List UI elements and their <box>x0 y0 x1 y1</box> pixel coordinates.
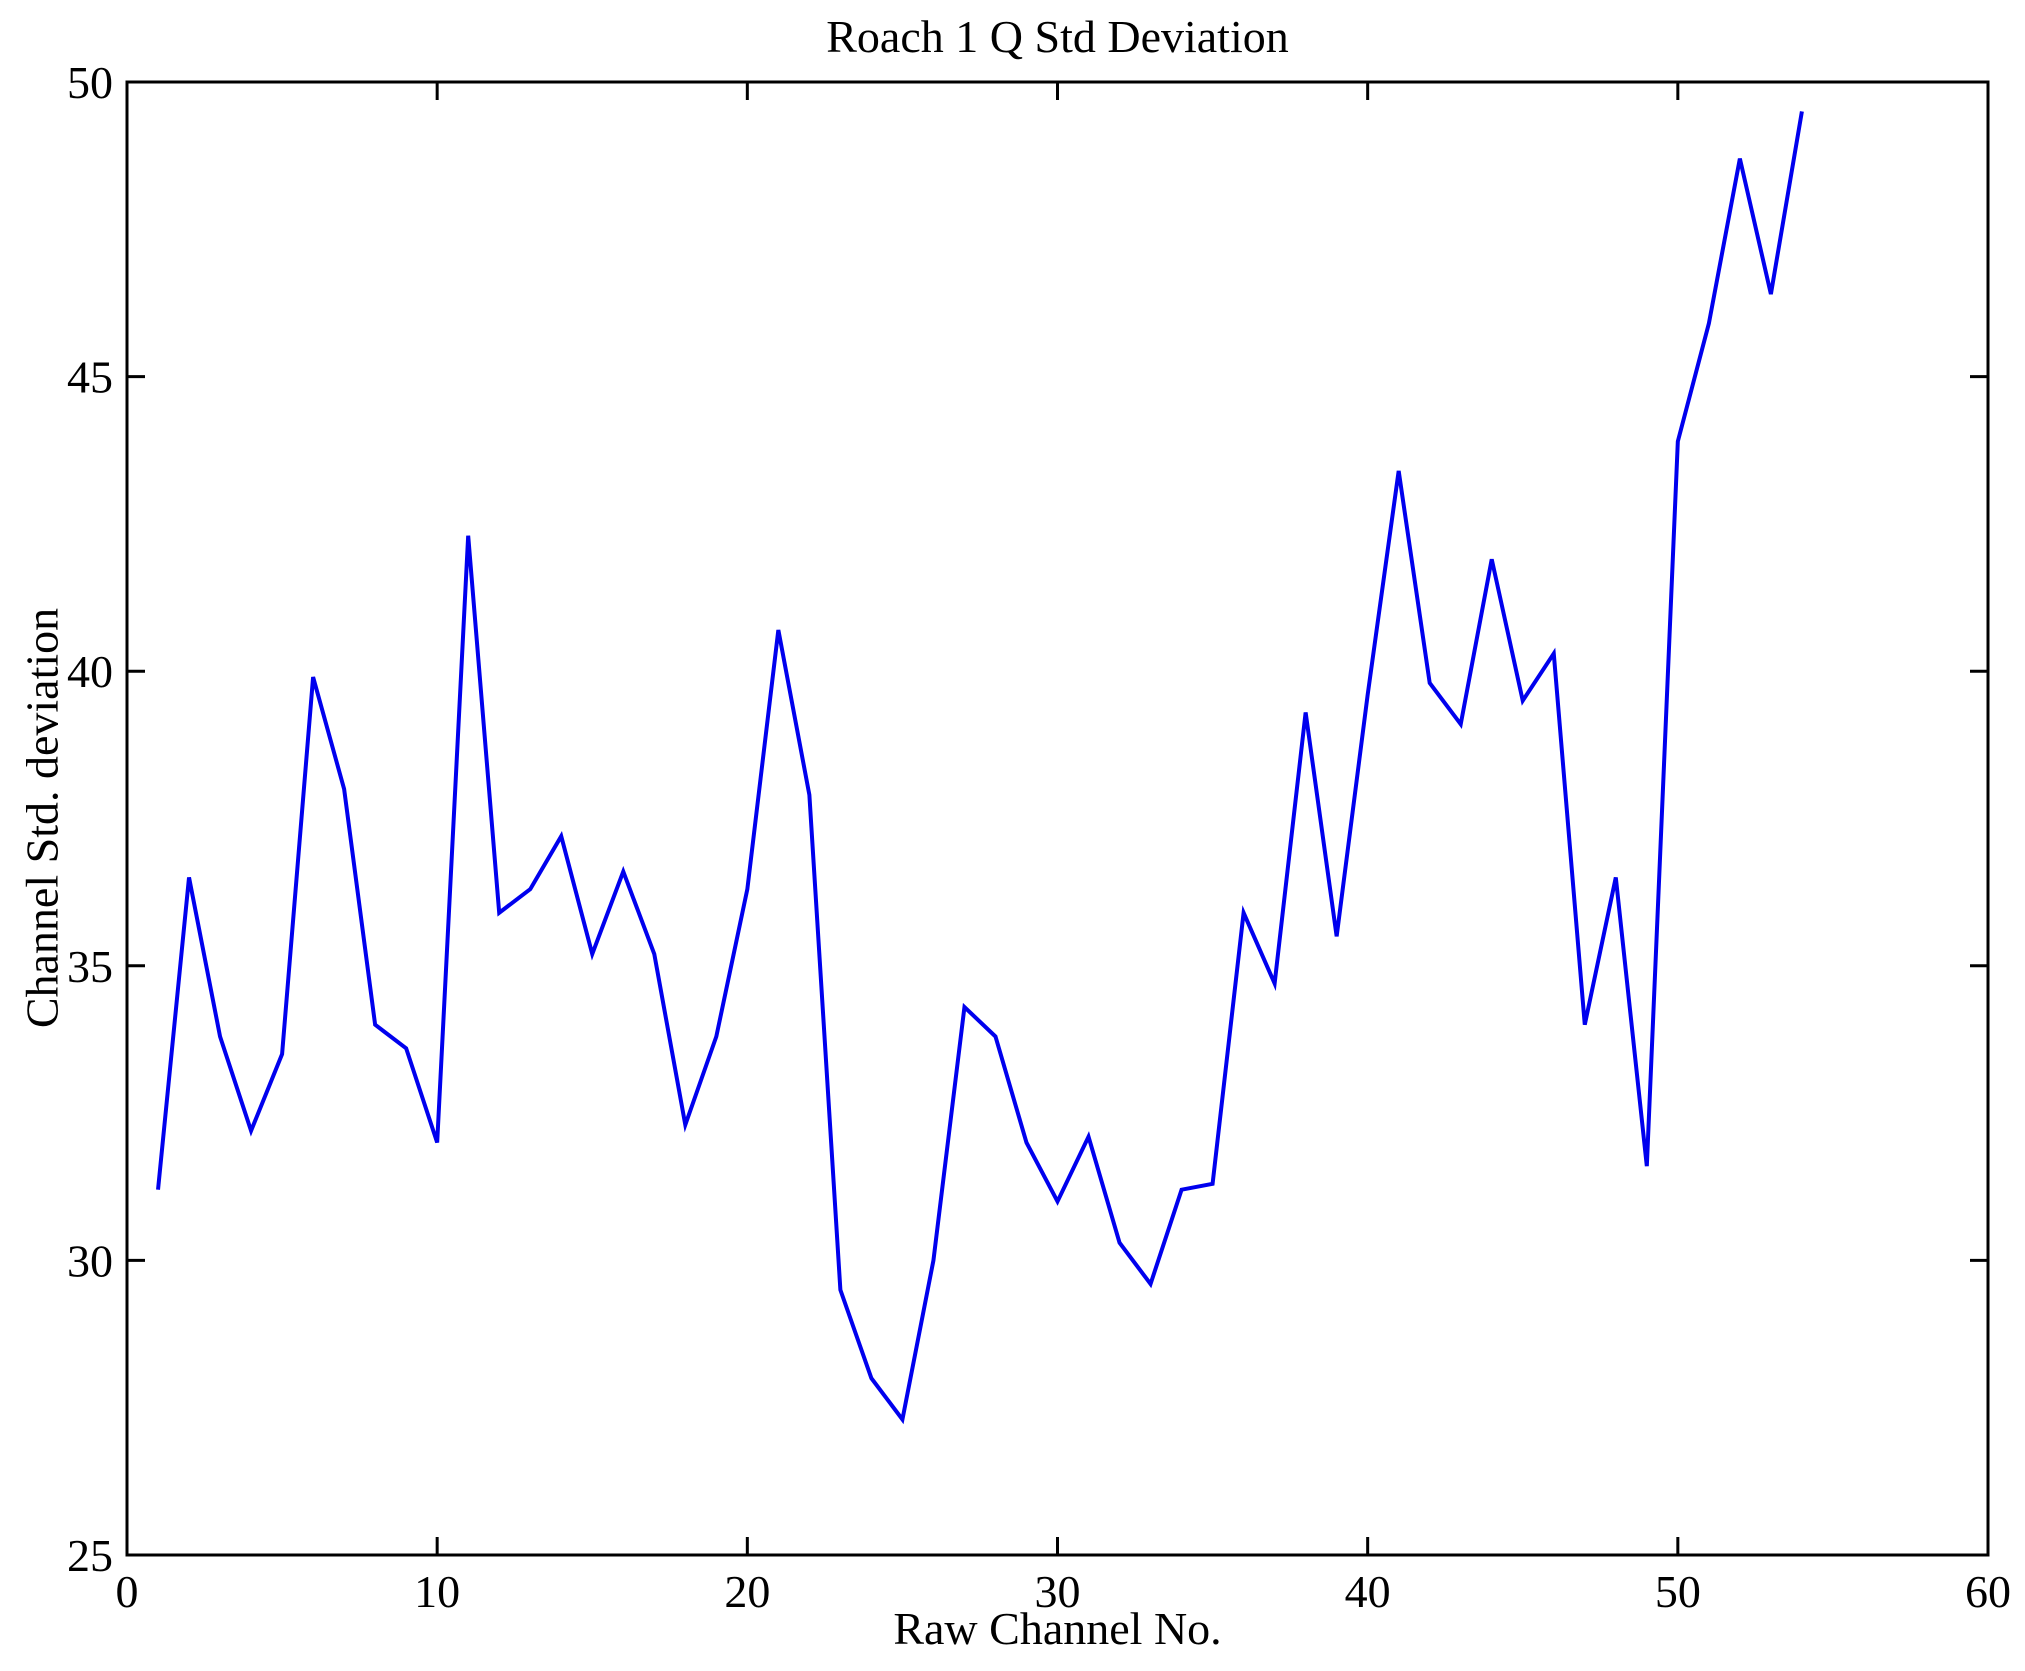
y-tick-label: 35 <box>67 941 113 992</box>
x-tick-label: 40 <box>1345 1566 1391 1617</box>
data-series-line <box>156 111 1804 1425</box>
x-tick-label: 0 <box>116 1566 139 1617</box>
x-axis-label: Raw Channel No. <box>893 1603 1222 1654</box>
y-tick-label: 45 <box>67 352 113 403</box>
chart-title: Roach 1 Q Std Deviation <box>826 11 1289 62</box>
x-tick-label: 30 <box>1035 1566 1081 1617</box>
x-tick-label: 60 <box>1965 1566 2011 1617</box>
y-tick-label: 40 <box>67 646 113 697</box>
y-axis-label: Channel Std. deviation <box>16 607 68 1029</box>
plot-box <box>125 80 1990 1557</box>
x-tick-label: 10 <box>414 1566 460 1617</box>
y-tick-label: 25 <box>67 1530 113 1581</box>
x-tick-label: 50 <box>1655 1566 1701 1617</box>
y-tick-label: 30 <box>67 1235 113 1286</box>
y-tick-label: 50 <box>67 57 113 108</box>
x-tick-label: 20 <box>724 1566 770 1617</box>
